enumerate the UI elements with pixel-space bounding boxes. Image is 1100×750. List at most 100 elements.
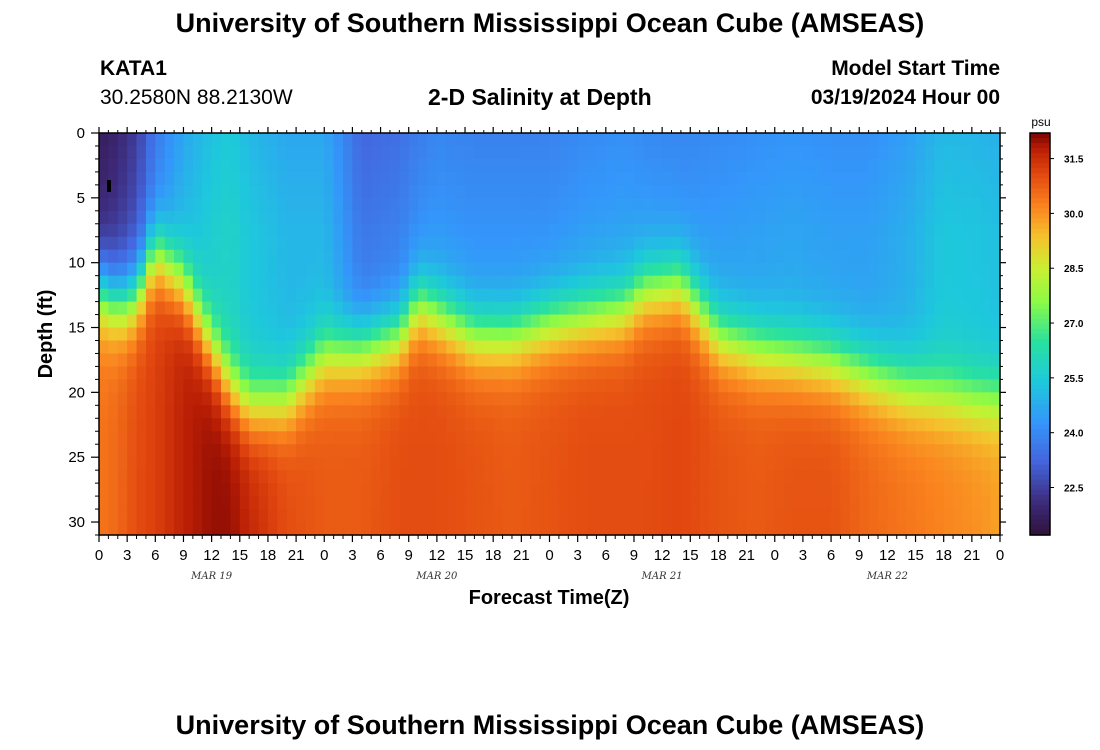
heatmap-cell: [267, 275, 278, 290]
heatmap-cell: [296, 314, 307, 329]
x-tick-label: 0: [95, 547, 103, 564]
heatmap-cell: [699, 236, 710, 251]
heatmap-cell: [202, 522, 213, 536]
heatmap-cell: [127, 275, 138, 290]
heatmap-cell: [765, 496, 776, 510]
heatmap-cell: [840, 327, 851, 342]
heatmap-cell: [436, 470, 447, 484]
heatmap-cell: [174, 392, 185, 406]
heatmap-cell: [202, 431, 213, 445]
heatmap-cell: [99, 431, 109, 445]
heatmap-cell: [765, 418, 776, 432]
heatmap-cell: [230, 457, 241, 471]
heatmap-cell: [502, 171, 513, 186]
heatmap-cell: [145, 301, 156, 316]
heatmap-cell: [418, 288, 429, 303]
heatmap-cell: [493, 353, 504, 368]
heatmap-cell: [221, 262, 231, 277]
heatmap-cell: [699, 288, 710, 303]
heatmap-cell: [511, 353, 522, 368]
x-axis-label: Forecast Time(Z): [469, 587, 630, 609]
heatmap-cell: [267, 327, 278, 342]
heatmap-cell: [483, 509, 494, 523]
heatmap-cell: [296, 366, 307, 380]
heatmap-cell: [380, 301, 391, 316]
heatmap-cell: [831, 366, 842, 380]
heatmap-cell: [709, 366, 720, 380]
heatmap-cell: [446, 145, 457, 160]
heatmap-cell: [971, 509, 982, 523]
heatmap-cell: [343, 275, 354, 290]
heatmap-cell: [934, 223, 945, 238]
heatmap-cell: [727, 353, 738, 368]
heatmap-cell: [511, 327, 522, 342]
heatmap-cell: [615, 457, 626, 471]
heatmap-cell: [418, 314, 429, 329]
heatmap-cell: [774, 522, 785, 536]
heatmap-cell: [624, 522, 635, 536]
heatmap-cell: [408, 509, 419, 523]
heatmap-cell: [333, 223, 344, 238]
heatmap-cell: [765, 470, 776, 484]
heatmap-cell: [643, 392, 654, 406]
heatmap-cell: [99, 262, 109, 277]
colorbar-segment: [1030, 499, 1050, 506]
heatmap-cell: [211, 197, 222, 212]
heatmap-cell: [709, 457, 720, 471]
heatmap-cell: [145, 210, 156, 225]
heatmap-cell: [737, 496, 748, 510]
colorbar-segment: [1030, 484, 1050, 491]
heatmap-cell: [145, 483, 156, 497]
heatmap-cell: [709, 483, 720, 497]
heatmap-cell: [558, 288, 569, 303]
heatmap-cell: [239, 366, 250, 380]
heatmap-cell: [699, 133, 710, 147]
heatmap-cell: [953, 353, 964, 368]
heatmap-cell: [333, 171, 344, 186]
heatmap-cell: [465, 431, 476, 445]
heatmap-cell: [465, 509, 476, 523]
heatmap-cell: [174, 522, 185, 536]
heatmap-cell: [258, 340, 269, 355]
heatmap-cell: [136, 210, 147, 225]
heatmap-cell: [380, 210, 391, 225]
heatmap-cell: [859, 249, 870, 264]
heatmap-cell: [774, 470, 785, 484]
heatmap-cell: [915, 275, 926, 290]
heatmap-cell: [333, 210, 344, 225]
heatmap-cell: [352, 418, 363, 432]
heatmap-cell: [831, 457, 842, 471]
heatmap-cell: [380, 197, 391, 212]
heatmap-cell: [305, 340, 316, 355]
heatmap-cell: [765, 314, 776, 329]
heatmap-cell: [680, 184, 691, 199]
heatmap-cell: [202, 184, 213, 199]
heatmap-cell: [127, 236, 138, 251]
heatmap-cell: [221, 133, 231, 147]
heatmap-cell: [117, 249, 128, 264]
heatmap-cell: [530, 145, 541, 160]
heatmap-cell: [643, 418, 654, 432]
heatmap-cell: [924, 249, 935, 264]
heatmap-cell: [277, 145, 288, 160]
heatmap-cell: [671, 392, 682, 406]
heatmap-cell: [249, 444, 260, 458]
heatmap-cell: [727, 470, 738, 484]
heatmap-cell: [296, 223, 307, 238]
heatmap-cell: [755, 509, 766, 523]
heatmap-cell: [690, 444, 701, 458]
heatmap-cell: [446, 236, 457, 251]
heatmap-cell: [981, 470, 992, 484]
heatmap-cell: [202, 327, 213, 342]
heatmap-cell: [802, 483, 813, 497]
heatmap-cell: [493, 197, 504, 212]
heatmap-cell: [596, 133, 607, 147]
heatmap-cell: [793, 444, 804, 458]
heatmap-cell: [361, 379, 372, 393]
heatmap-cell: [474, 223, 485, 238]
heatmap-cell: [418, 262, 429, 277]
heatmap-cell: [380, 366, 391, 380]
heatmap-cell: [727, 249, 738, 264]
heatmap-cell: [943, 171, 954, 186]
heatmap-cell: [127, 353, 138, 368]
